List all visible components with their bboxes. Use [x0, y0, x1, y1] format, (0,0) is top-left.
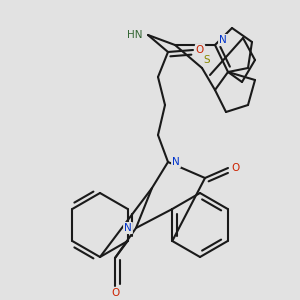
Text: HN: HN	[128, 30, 143, 40]
Text: N: N	[172, 157, 180, 167]
Text: O: O	[196, 45, 204, 55]
Text: O: O	[111, 288, 119, 298]
Text: O: O	[231, 163, 239, 173]
Text: N: N	[124, 223, 132, 233]
Text: S: S	[204, 55, 210, 65]
Text: N: N	[219, 35, 227, 45]
